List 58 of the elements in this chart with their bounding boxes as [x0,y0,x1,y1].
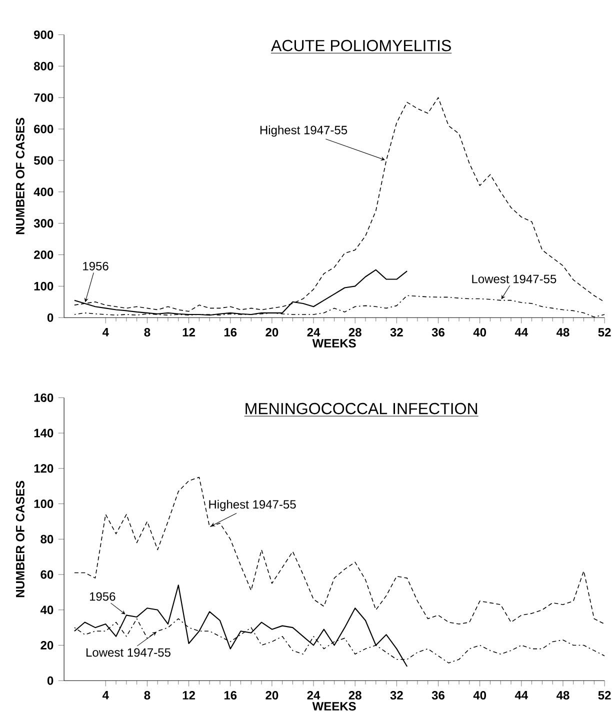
chart-title: ACUTE POLIOMYELITIS [270,40,451,52]
y-tick-label: 100 [34,500,54,508]
x-tick-label: 44 [514,691,528,700]
x-tick-label: 12 [182,691,195,700]
x-tick-label: 24 [307,328,320,336]
y-tick-label: 0 [47,313,54,322]
annotation: Lowest 1947-55 [472,274,556,284]
x-axis-title: WEEKS [312,339,356,348]
annotation: Lowest 1947-55 [86,648,170,657]
x-tick-label: 52 [598,691,611,700]
x-tick-label: 28 [348,691,362,700]
y-axis-title: NUMBER OF CASES [16,480,24,598]
x-tick-label: 36 [432,328,444,337]
y-tick-label: 400 [34,188,54,196]
y-tick-label: 200 [34,250,54,260]
annotation: Highest 1947-55 [209,500,296,512]
x-tick-label: 20 [266,328,278,337]
x-tick-label: 20 [266,691,278,700]
x-tick-label: 36 [432,691,444,700]
y-tick-label: 300 [34,219,54,228]
y-tick-label: 160 [34,393,54,402]
x-tick-label: 24 [307,691,320,700]
x-tick-label: 44 [514,328,528,336]
x-tick-label: 8 [144,328,150,337]
line-series [74,476,604,624]
annotation: 1956 [82,262,108,270]
y-tick-label: 900 [34,30,54,39]
x-tick-label: 16 [224,691,236,700]
y-axis-title: NUMBER OF CASES [16,118,24,234]
annotation: 1956 [90,592,116,601]
x-tick-label: 12 [182,328,195,336]
y-tick-label: 120 [34,464,54,473]
y-tick-label: 800 [34,62,54,70]
x-tick-label: 52 [598,328,611,337]
y-tick-label: 700 [34,93,54,102]
x-tick-label: 32 [390,691,403,700]
x-tick-label: 28 [348,328,362,337]
y-tick-label: 60 [40,570,54,579]
x-tick-label: 40 [473,328,486,337]
y-tick-label: 500 [34,156,54,165]
annotation: Highest 1947-55 [260,125,347,137]
y-tick-label: 140 [34,428,54,438]
y-tick-label: 100 [34,282,54,290]
y-tick-label: 600 [34,124,54,134]
x-tick-label: 40 [473,691,486,700]
x-tick-label: 16 [224,328,236,337]
x-tick-label: 4 [102,691,109,700]
chart-title: MENINGOCOCCAL INFECTION [246,402,477,414]
x-tick-label: 48 [556,691,570,700]
y-tick-label: 40 [40,606,54,614]
x-tick-label: 48 [556,328,570,337]
x-tick-label: 8 [144,691,150,700]
y-tick-label: 0 [47,676,54,685]
x-axis-title: WEEKS [312,702,356,711]
y-tick-label: 80 [40,534,54,544]
x-tick-label: 32 [390,328,403,337]
y-tick-label: 20 [40,641,54,650]
x-tick-label: 4 [102,328,109,336]
